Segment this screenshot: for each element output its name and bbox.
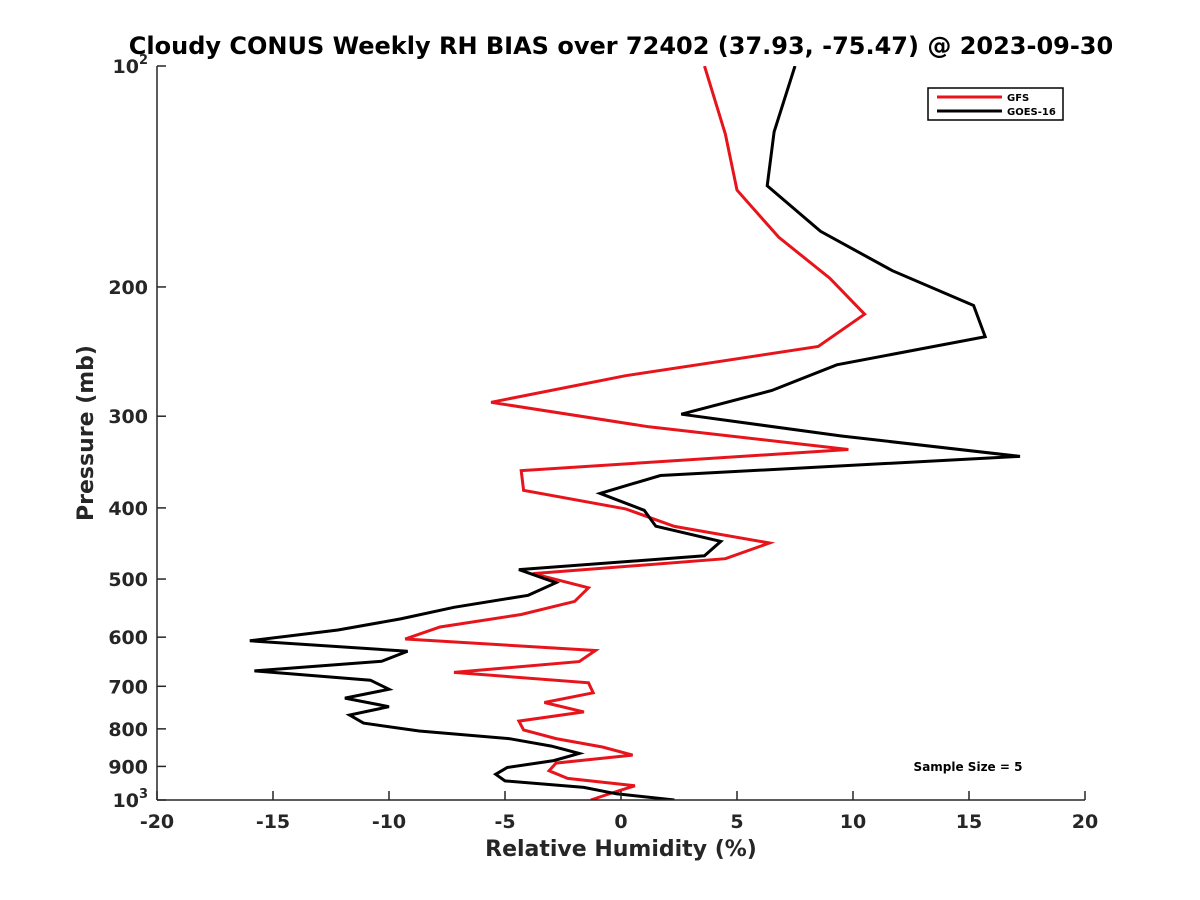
chart-title: Cloudy CONUS Weekly RH BIAS over 72402 (…: [129, 32, 1113, 60]
y-tick-label: 500: [108, 569, 148, 591]
legend-label-goes16: GOES-16: [1007, 107, 1056, 118]
y-tick-label: 200: [108, 277, 148, 299]
y-tick-label: 600: [108, 627, 148, 649]
x-tick-label: 5: [730, 811, 743, 833]
series-line-gfs: [404, 66, 867, 800]
x-tick-label: -10: [372, 811, 406, 833]
y-axis-ticks: 102 200 300 400 500 600 700 800 900 103: [108, 53, 166, 812]
y-axis-label: Pressure (mb): [74, 345, 99, 521]
legend-box: [927, 87, 1064, 121]
legend-label-gfs: GFS: [1007, 93, 1029, 104]
x-tick-label: -15: [256, 811, 290, 833]
x-tick-label: 0: [614, 811, 627, 833]
sample-size-annotation: Sample Size = 5: [914, 760, 1023, 774]
y-tick-label: 102: [113, 53, 149, 78]
x-tick-label: -5: [494, 811, 515, 833]
x-tick-label: 15: [956, 811, 982, 833]
y-tick-label: 900: [108, 756, 148, 778]
legend: GFS GOES-16: [927, 87, 1064, 121]
x-axis-ticks: -20 -15 -10 -5 0 5 10 15 20: [140, 791, 1098, 833]
y-tick-label: 300: [108, 406, 148, 428]
y-tick-label: 700: [108, 676, 148, 698]
y-tick-label: 400: [108, 498, 148, 520]
y-tick-label: 103: [113, 787, 149, 812]
series-layer: [249, 66, 1021, 800]
x-axis-label: Relative Humidity (%): [485, 837, 757, 862]
x-tick-label: -20: [140, 811, 174, 833]
plot-frame: [157, 66, 1085, 800]
x-tick-label: 10: [840, 811, 866, 833]
x-tick-label: 20: [1072, 811, 1098, 833]
y-tick-label: 800: [108, 719, 148, 741]
series-line-goes-16: [249, 66, 1021, 800]
